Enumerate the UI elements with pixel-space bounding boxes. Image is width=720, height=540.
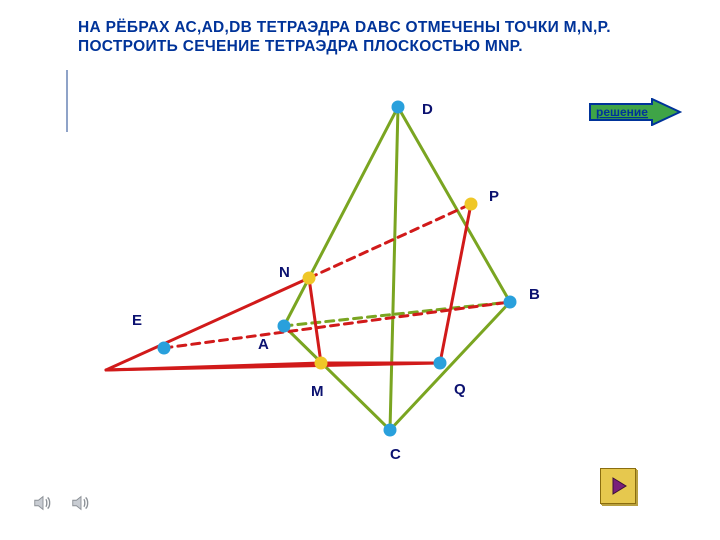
point-A bbox=[278, 320, 291, 333]
problem-title: НА РЁБРАХ АС,АD,DB ТЕТРАЭДРА DABC ОТМЕЧЕ… bbox=[78, 18, 650, 57]
speaker-icon[interactable] bbox=[70, 492, 92, 514]
point-Q bbox=[434, 357, 447, 370]
point-N bbox=[303, 272, 316, 285]
label-P: P bbox=[489, 188, 499, 205]
label-M: M bbox=[311, 383, 324, 400]
label-Q: Q bbox=[454, 381, 466, 398]
label-N: N bbox=[279, 264, 290, 281]
point-D bbox=[392, 101, 405, 114]
point-B bbox=[504, 296, 517, 309]
label-D: D bbox=[422, 101, 433, 118]
label-A: A bbox=[258, 336, 269, 353]
play-icon bbox=[607, 475, 629, 497]
solution-button[interactable]: решение bbox=[588, 98, 682, 126]
point-M bbox=[315, 357, 328, 370]
point-P bbox=[465, 198, 478, 211]
label-B: B bbox=[529, 286, 540, 303]
tetrahedron-diagram bbox=[0, 0, 720, 540]
title-accent-line bbox=[66, 70, 68, 132]
audio-controls bbox=[32, 492, 92, 514]
solution-text: решение bbox=[596, 105, 648, 119]
label-C: C bbox=[390, 446, 401, 463]
speaker-icon[interactable] bbox=[32, 492, 54, 514]
point-C bbox=[384, 424, 397, 437]
next-slide-button[interactable] bbox=[600, 468, 636, 504]
point-E bbox=[158, 342, 171, 355]
label-E: E bbox=[132, 312, 142, 329]
